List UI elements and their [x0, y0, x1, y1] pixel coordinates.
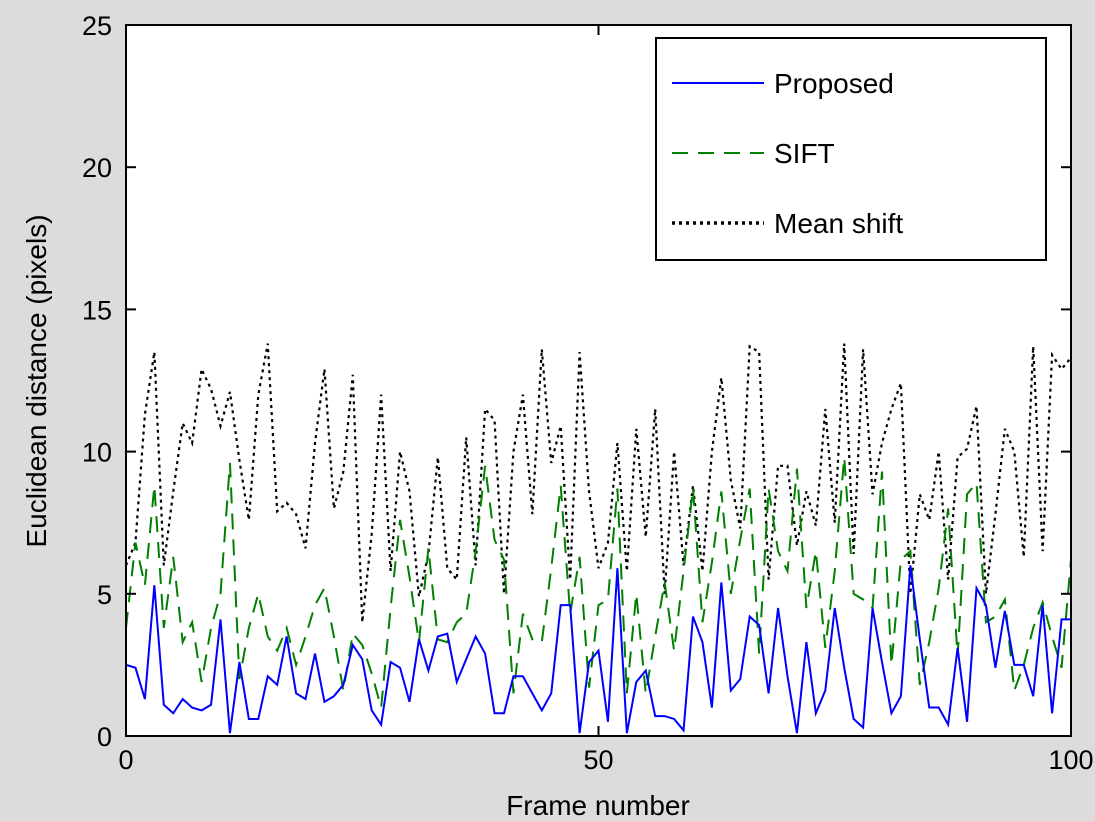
legend-label: SIFT: [774, 138, 835, 169]
series-line-mean-shift: [124, 343, 1072, 623]
x-tick-label: 50: [583, 745, 613, 775]
legend-label: Proposed: [774, 68, 894, 99]
x-tick-label: 0: [118, 745, 133, 775]
y-tick-label: 0: [97, 722, 112, 752]
y-tick-label: 5: [97, 580, 112, 610]
y-tick-label: 10: [82, 438, 112, 468]
legend: Proposed SIFT Mean shift: [655, 37, 1047, 261]
y-axis-label: Euclidean distance (pixels): [21, 214, 52, 547]
data-lines: [124, 343, 1072, 734]
x-tick-label: 100: [1048, 745, 1093, 775]
y-tick-label: 25: [82, 11, 112, 41]
x-axis-label: Frame number: [506, 790, 690, 821]
y-tick-label: 15: [82, 295, 112, 325]
y-tick-label: 20: [82, 153, 112, 183]
legend-label: Mean shift: [774, 208, 903, 239]
series-line-proposed: [125, 565, 1071, 734]
axes-layer: 0 50 100 0 5 10 15 20 25: [82, 11, 1094, 775]
